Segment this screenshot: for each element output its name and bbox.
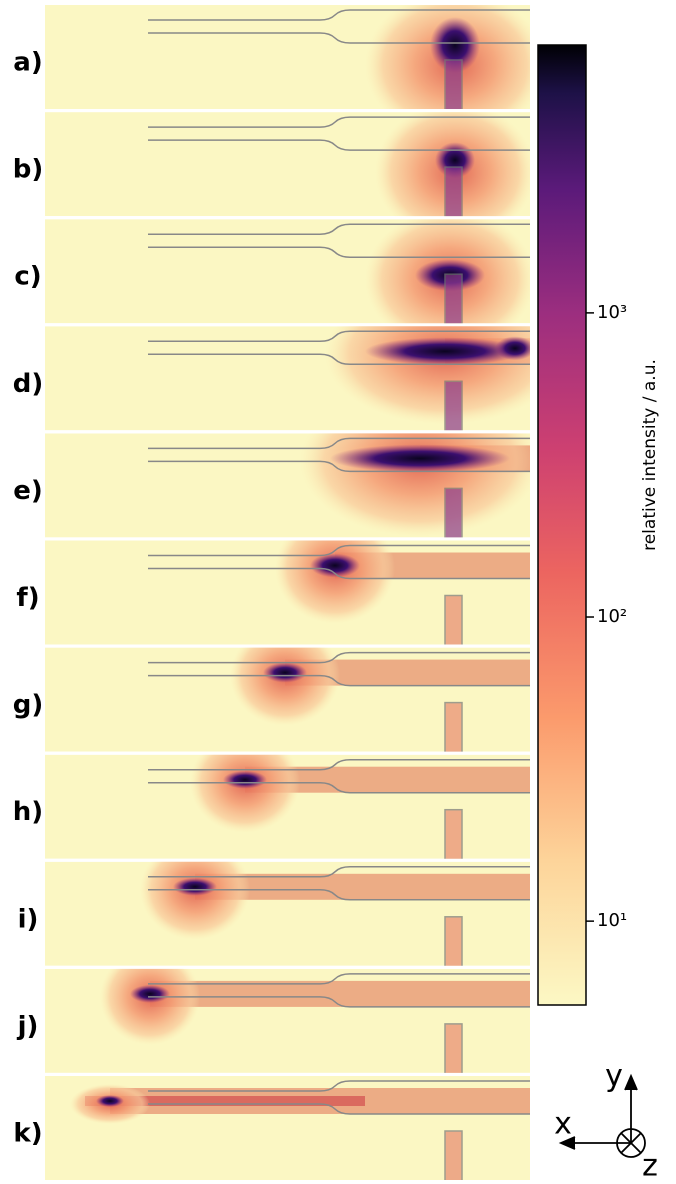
panel-image — [45, 754, 530, 859]
intensity-glow — [275, 540, 395, 624]
intensity-core — [96, 1095, 124, 1107]
channel-line — [148, 866, 530, 878]
axis-z-label: z — [642, 1149, 658, 1181]
panel-label: a) — [13, 48, 42, 78]
intensity-glow — [190, 754, 300, 833]
intensity-core — [330, 444, 510, 473]
tube — [444, 273, 463, 324]
panel-label: k) — [13, 1119, 42, 1149]
intensity-core — [365, 337, 525, 366]
intensity-core — [263, 662, 307, 683]
panel-image — [45, 540, 530, 645]
panel-label: c) — [14, 262, 41, 292]
channel-glow — [195, 873, 530, 900]
tube — [444, 1130, 463, 1180]
intensity-core — [223, 770, 267, 789]
axis-x-label: x — [554, 1107, 572, 1142]
channel-glow — [150, 980, 530, 1007]
channel-line — [148, 1080, 530, 1092]
panel-image — [45, 647, 530, 752]
channel-line — [148, 246, 530, 258]
channel-line — [148, 973, 530, 985]
tube — [444, 166, 463, 217]
axis-y-label: y — [605, 1059, 623, 1094]
channel-line — [148, 651, 530, 664]
tube — [444, 1023, 463, 1073]
channel-line — [148, 353, 530, 366]
panel-label: j) — [17, 1011, 39, 1041]
channel-line — [148, 674, 530, 687]
intensity-core — [495, 336, 530, 361]
tube — [444, 808, 463, 859]
panel-label: h) — [13, 797, 43, 827]
intensity-glow — [140, 861, 250, 940]
channel-line — [148, 437, 530, 450]
colorbar-label: relative intensity / a.u. — [640, 359, 660, 551]
panel-image — [45, 968, 530, 1073]
channel-line — [148, 330, 530, 343]
panel-image — [45, 5, 530, 109]
panel-label: g) — [13, 690, 44, 720]
colorbar-tick-label: 10¹ — [597, 910, 627, 931]
colorbar-tick-label: 10² — [597, 606, 627, 627]
channel-line — [148, 567, 530, 580]
channel-line — [148, 9, 530, 21]
intensity-core — [130, 984, 170, 1003]
tube — [444, 594, 463, 645]
channel-line — [148, 544, 530, 557]
panel-image — [45, 326, 530, 431]
panel-image — [45, 861, 530, 966]
panel-image — [45, 1076, 530, 1180]
tube — [444, 487, 463, 538]
tube — [444, 701, 463, 752]
channel-line — [148, 781, 530, 794]
channel-line — [148, 460, 530, 473]
channel-line — [148, 32, 530, 44]
intensity-core — [173, 877, 217, 896]
colorbar — [537, 44, 587, 1006]
channel-line — [148, 116, 530, 128]
tube — [444, 380, 463, 431]
channel-line — [148, 223, 530, 235]
channel-glow — [85, 1096, 365, 1106]
colorbar-tick-label: 10³ — [597, 302, 627, 323]
panel-label: b) — [13, 155, 44, 185]
panel-label: e) — [13, 476, 43, 506]
channel-line — [148, 758, 530, 771]
panel-label: d) — [13, 369, 44, 399]
intensity-core — [430, 17, 480, 73]
channel-line — [148, 139, 530, 151]
tube — [444, 59, 463, 109]
channel-line — [148, 1103, 530, 1115]
panel-image — [45, 433, 530, 538]
panel-label: i) — [18, 904, 39, 934]
intensity-glow — [100, 968, 200, 1045]
axes-glyph — [558, 1073, 646, 1158]
panel-image — [45, 219, 530, 324]
panel-label: f) — [16, 583, 39, 613]
panel-image — [45, 112, 530, 217]
channel-line — [148, 889, 530, 901]
intensity-core — [310, 553, 360, 578]
channel-line — [148, 996, 530, 1008]
tube — [444, 916, 463, 966]
intensity-glow — [230, 647, 340, 726]
